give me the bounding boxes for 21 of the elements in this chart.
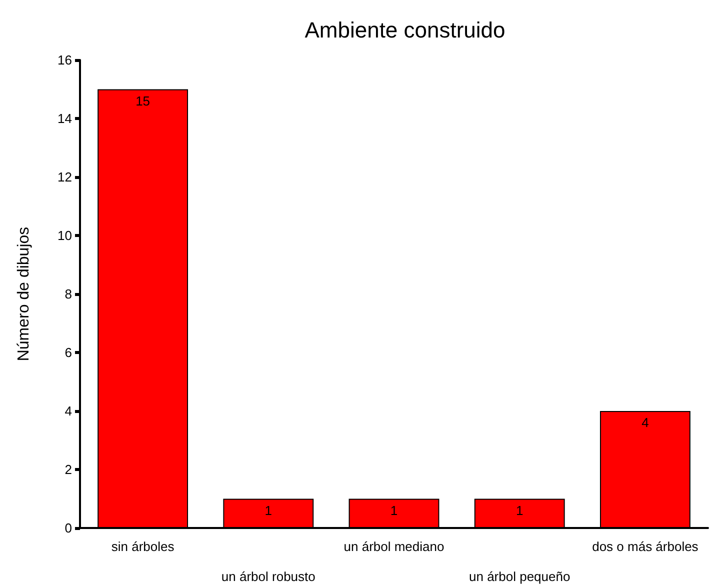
y-tick-label: 14: [58, 111, 72, 126]
y-tick-label: 6: [64, 345, 72, 360]
y-tick-label: 16: [58, 52, 72, 68]
y-axis-title: Número de dibujos: [16, 226, 32, 362]
data-label: 1: [516, 502, 524, 518]
x-tick-label: sin árboles: [111, 539, 175, 554]
data-label: 1: [264, 502, 272, 518]
x-tick-label: dos o más árboles: [592, 539, 699, 554]
y-tick-label: 2: [64, 462, 72, 477]
y-tick-label: 0: [64, 520, 72, 536]
y-tick-label: 12: [58, 170, 72, 184]
data-label: 4: [642, 415, 649, 430]
data-label: 1: [390, 502, 398, 518]
x-tick-label: un árbol robusto: [221, 569, 316, 584]
y-tick-label: 10: [58, 228, 72, 243]
y-tick-label: 4: [64, 404, 72, 418]
y-tick-label: 8: [64, 286, 72, 302]
data-label: 15: [136, 93, 150, 108]
x-tick-label: un árbol pequeño: [469, 569, 570, 584]
chart-title: Ambiente construido: [304, 18, 506, 42]
x-tick-label: un árbol mediano: [344, 539, 444, 554]
